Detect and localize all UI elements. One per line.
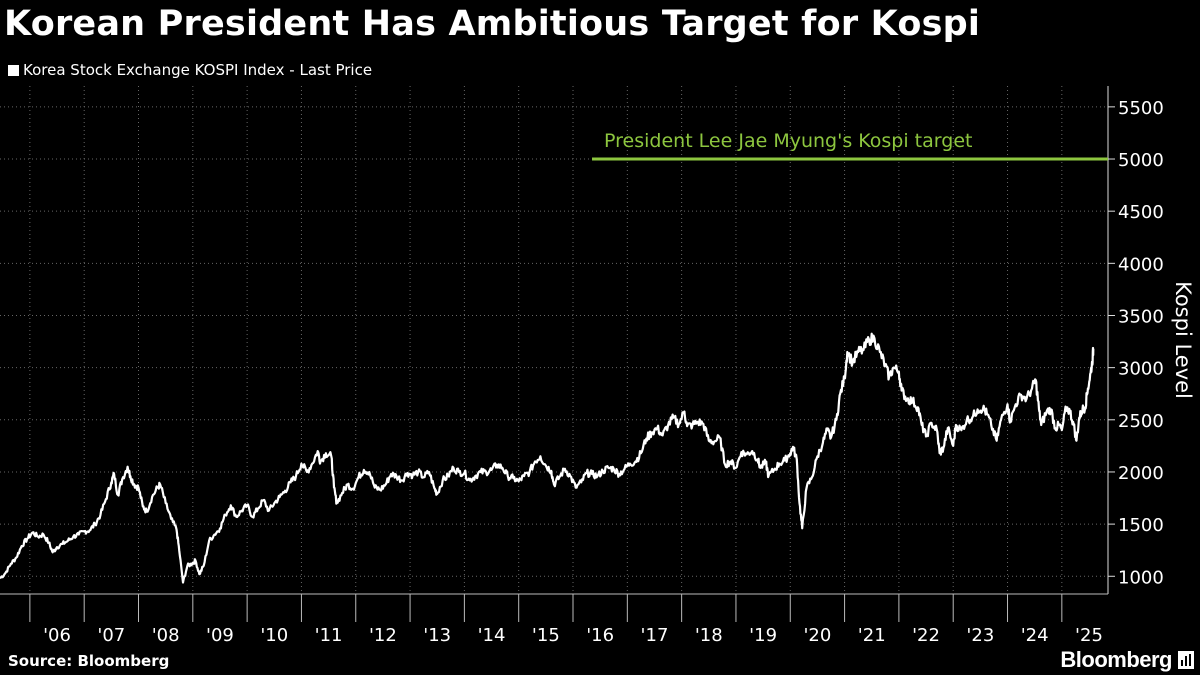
chart-title: Korean President Has Ambitious Target fo… <box>4 4 981 44</box>
x-tick-label: '18 <box>695 625 723 646</box>
y-tick-label: 3500 <box>1118 306 1164 327</box>
y-axis-label: Kospi Level <box>1171 281 1195 399</box>
y-tick-label: 2000 <box>1118 463 1164 484</box>
x-tick-label: '20 <box>803 625 831 646</box>
x-tick-label: '12 <box>369 625 397 646</box>
target-label: President Lee Jae Myung's Kospi target <box>604 130 972 152</box>
x-tick-label: '14 <box>478 625 506 646</box>
source-note: Source: Bloomberg <box>8 652 170 670</box>
x-tick-label: '06 <box>43 625 71 646</box>
x-tick-label: '09 <box>206 625 234 646</box>
y-tick-label: 3000 <box>1118 359 1164 380</box>
kospi-price-line <box>0 332 1095 584</box>
x-tick-label: '07 <box>97 625 125 646</box>
x-tick-label: '19 <box>749 625 777 646</box>
x-tick-label: '22 <box>912 625 940 646</box>
x-tick-label: '08 <box>152 625 180 646</box>
y-tick-label: 1500 <box>1118 515 1164 536</box>
legend-label: Korea Stock Exchange KOSPI Index - Last … <box>23 61 373 79</box>
brand-name: Bloomberg <box>1060 647 1172 672</box>
brand-logo: Bloomberg <box>1060 647 1194 673</box>
x-tick-label: '23 <box>966 625 994 646</box>
y-tick-label: 4500 <box>1118 202 1164 223</box>
bloomberg-chart-icon <box>1178 651 1194 669</box>
y-tick-label: 1000 <box>1118 567 1164 588</box>
x-tick-label: '21 <box>858 625 886 646</box>
y-tick-label: 5500 <box>1118 98 1164 119</box>
x-tick-label: '25 <box>1075 625 1103 646</box>
x-tick-label: '24 <box>1021 625 1049 646</box>
y-tick-label: 2500 <box>1118 411 1164 432</box>
x-tick-label: '17 <box>641 625 669 646</box>
x-tick-label: '11 <box>315 625 343 646</box>
x-tick-label: '10 <box>260 625 288 646</box>
y-tick-label: 5000 <box>1118 150 1164 171</box>
x-tick-label: '16 <box>586 625 614 646</box>
x-tick-label: '13 <box>423 625 451 646</box>
y-tick-label: 4000 <box>1118 254 1164 275</box>
legend-swatch <box>8 64 19 76</box>
legend: Korea Stock Exchange KOSPI Index - Last … <box>8 61 372 79</box>
x-tick-label: '15 <box>532 625 560 646</box>
